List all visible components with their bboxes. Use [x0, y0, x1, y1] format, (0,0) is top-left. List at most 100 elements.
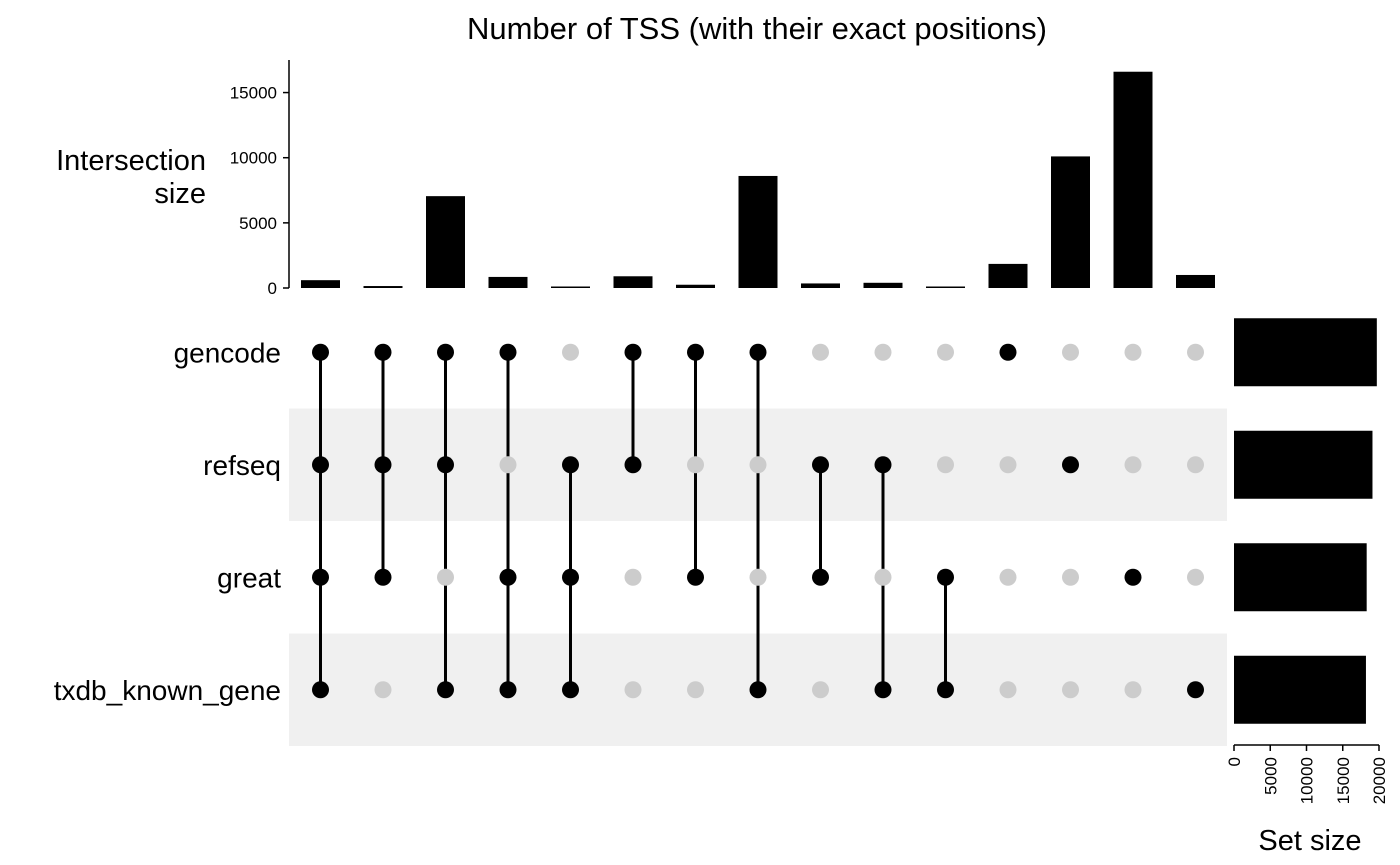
- membership-dot-active: [1062, 456, 1079, 474]
- membership-dot-inactive: [624, 568, 642, 586]
- membership-dot-active: [437, 456, 454, 474]
- set-label-refseq: refseq: [203, 450, 281, 481]
- membership-dot-active: [437, 681, 454, 699]
- membership-dot-active: [562, 456, 579, 474]
- membership-dot-active: [1187, 681, 1204, 699]
- membership-dot-inactive: [999, 681, 1017, 699]
- intersection-bar: [1113, 71, 1153, 289]
- membership-dot-active: [1124, 568, 1142, 586]
- set-label-great: great: [217, 562, 281, 593]
- intersection-bar: [613, 276, 653, 288]
- set-size-bar-txdb_known_gene: [1234, 655, 1366, 724]
- membership-dot-inactive: [1062, 681, 1079, 699]
- x-tick-label: 0: [1225, 757, 1244, 766]
- membership-dot-inactive: [999, 456, 1017, 474]
- y-tick-label: 0: [268, 279, 277, 298]
- membership-dot-inactive: [1124, 456, 1142, 474]
- membership-dot-active: [687, 568, 704, 586]
- intersection-bar: [301, 280, 340, 288]
- membership-dot-active: [312, 681, 329, 699]
- set-size-bar-gencode: [1234, 318, 1377, 387]
- membership-matrix: [312, 343, 1204, 699]
- membership-dot-inactive: [749, 456, 767, 474]
- membership-dot-inactive: [1062, 568, 1079, 586]
- set-label-txdb_known_gene: txdb_known_gene: [54, 675, 281, 706]
- membership-dot-active: [812, 456, 829, 474]
- intersection-bar: [926, 286, 965, 288]
- intersection-bar: [863, 282, 903, 288]
- membership-dot-active: [437, 343, 454, 361]
- membership-dot-inactive: [1187, 456, 1204, 474]
- membership-dot-active: [499, 681, 517, 699]
- membership-dot-inactive: [999, 568, 1017, 586]
- set-size-bar-great: [1234, 543, 1367, 612]
- intersection-bars: [301, 71, 1215, 289]
- membership-dot-active: [749, 681, 767, 699]
- x-tick-label: 10000: [1298, 757, 1317, 804]
- chart-title: Number of TSS (with their exact position…: [467, 11, 1047, 46]
- membership-dot-active: [624, 343, 642, 361]
- membership-dot-active: [874, 681, 892, 699]
- x-tick-label: 20000: [1370, 757, 1389, 804]
- set-size-bar-refseq: [1234, 430, 1373, 499]
- membership-dot-active: [312, 456, 329, 474]
- intersection-bar: [1051, 156, 1090, 288]
- set-label-gencode: gencode: [174, 337, 281, 368]
- y-tick-label: 15000: [230, 84, 277, 103]
- membership-dot-active: [499, 343, 517, 361]
- membership-dot-active: [374, 568, 392, 586]
- x-tick-label: 15000: [1334, 757, 1353, 804]
- membership-dot-inactive: [812, 343, 829, 361]
- membership-dot-active: [937, 568, 954, 586]
- membership-dot-inactive: [1187, 568, 1204, 586]
- membership-dot-inactive: [874, 568, 892, 586]
- y-tick-label: 10000: [230, 149, 277, 168]
- membership-dot-active: [999, 343, 1017, 361]
- intersection-bar: [801, 283, 840, 288]
- membership-dot-active: [374, 456, 392, 474]
- x-axis-title: Set size: [1258, 825, 1361, 857]
- membership-dot-inactive: [437, 568, 454, 586]
- membership-dot-inactive: [1124, 681, 1142, 699]
- membership-dot-active: [687, 343, 704, 361]
- membership-dot-inactive: [812, 681, 829, 699]
- membership-dot-inactive: [937, 343, 954, 361]
- y-axis-title-line: Intersection: [56, 145, 206, 177]
- intersection-bar: [363, 286, 403, 288]
- membership-dot-active: [499, 568, 517, 586]
- membership-dot-active: [562, 568, 579, 586]
- y-tick-label: 5000: [239, 214, 277, 233]
- intersection-bar: [1176, 274, 1215, 288]
- membership-dot-inactive: [499, 456, 517, 474]
- intersection-bar: [488, 276, 528, 288]
- membership-dot-inactive: [687, 681, 704, 699]
- set-size-bars: [1234, 318, 1377, 724]
- membership-dot-active: [812, 568, 829, 586]
- membership-dot-active: [624, 456, 642, 474]
- membership-dot-inactive: [1187, 343, 1204, 361]
- set-size-axis: 0 5000 10000 15000 20000 Set size: [1225, 744, 1389, 857]
- x-tick-label: 5000: [1261, 757, 1280, 795]
- membership-dot-inactive: [874, 343, 892, 361]
- membership-dot-active: [312, 568, 329, 586]
- membership-dot-active: [937, 681, 954, 699]
- membership-dot-inactive: [1124, 343, 1142, 361]
- membership-dot-inactive: [687, 456, 704, 474]
- intersection-bar: [988, 263, 1028, 288]
- intersection-bar: [426, 196, 465, 288]
- membership-dot-inactive: [374, 681, 392, 699]
- membership-dot-inactive: [562, 343, 579, 361]
- membership-dot-active: [749, 343, 767, 361]
- intersection-bar: [738, 175, 778, 288]
- membership-dot-inactive: [749, 568, 767, 586]
- membership-dot-active: [874, 456, 892, 474]
- membership-dot-active: [374, 343, 392, 361]
- membership-dot-active: [562, 681, 579, 699]
- intersection-bar: [551, 286, 590, 288]
- membership-dot-active: [312, 343, 329, 361]
- membership-dot-inactive: [1062, 343, 1079, 361]
- set-labels: gencode refseq great txdb_known_gene: [54, 337, 282, 706]
- membership-dot-inactive: [624, 681, 642, 699]
